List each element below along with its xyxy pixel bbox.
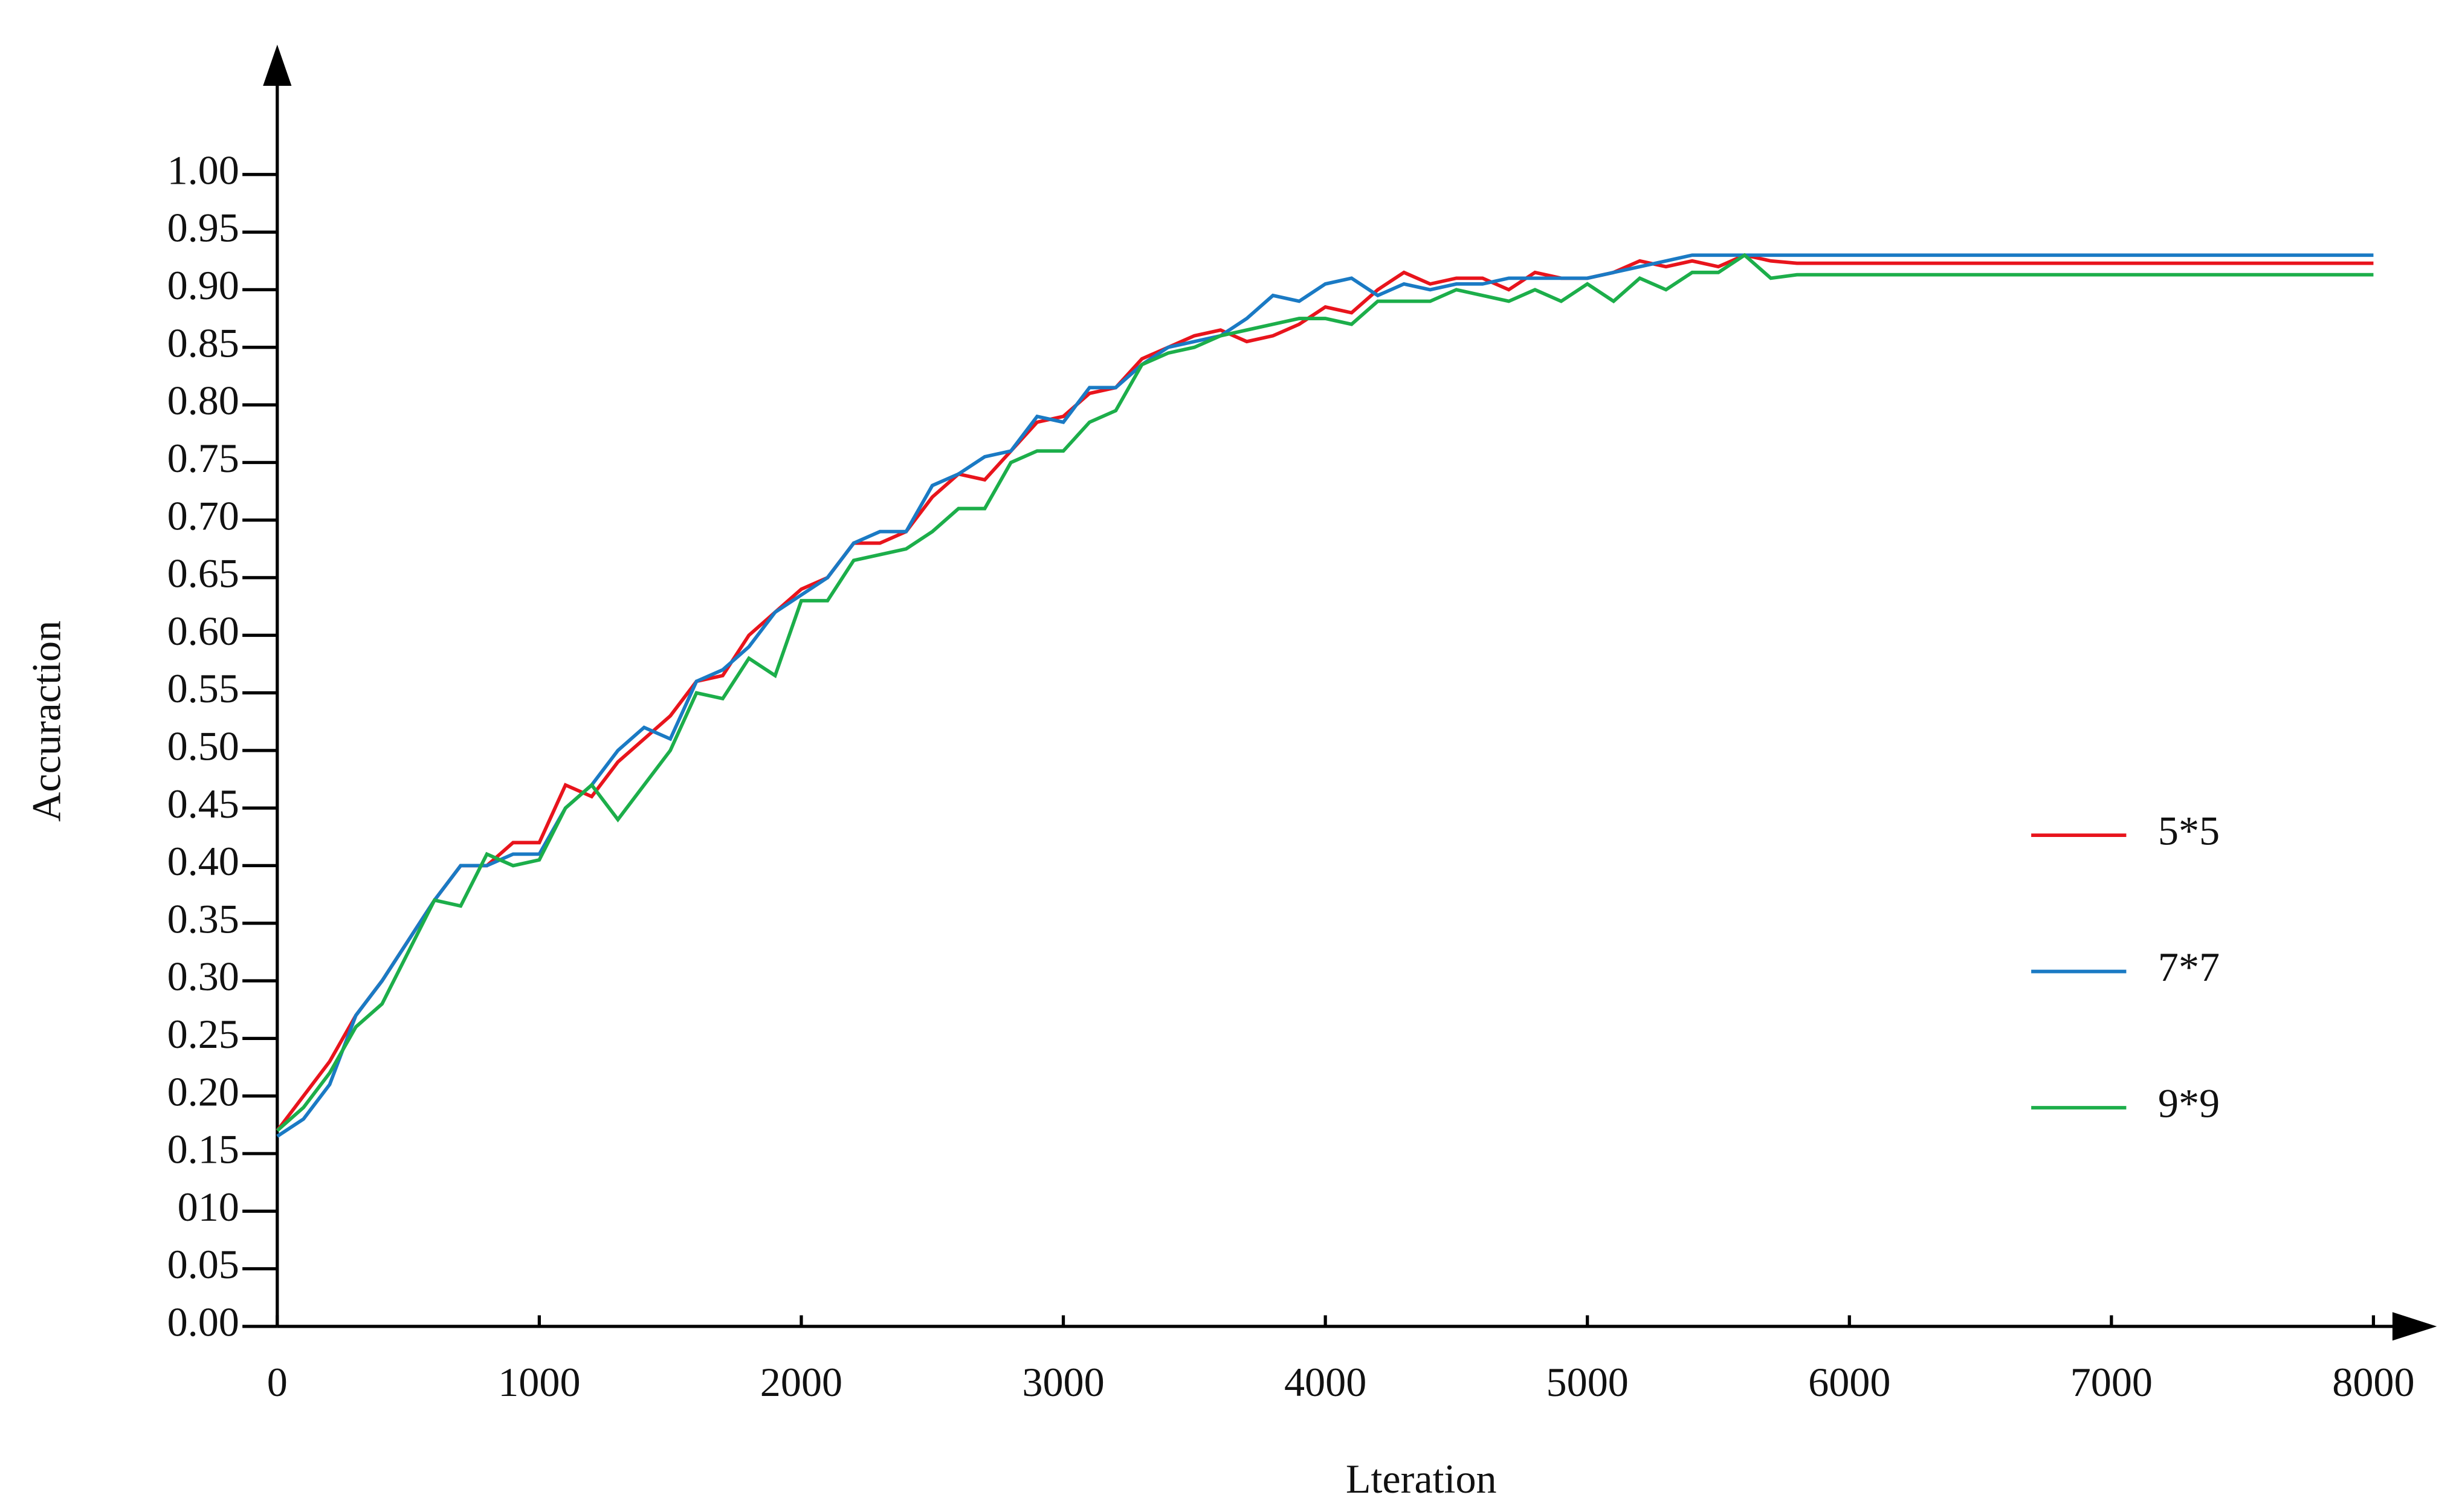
y-tick-label: 0.45 <box>167 781 239 827</box>
y-tick-label: 0.70 <box>167 493 239 538</box>
y-tick-label: 0.80 <box>167 378 239 424</box>
x-tick-label: 6000 <box>1808 1359 1890 1405</box>
y-tick-label: 0.90 <box>167 262 239 308</box>
x-axis-arrow <box>2392 1312 2437 1341</box>
y-tick-label: 0.85 <box>167 320 239 366</box>
y-axis-arrow <box>263 44 292 86</box>
y-tick-label: 0.00 <box>167 1299 239 1345</box>
series-line <box>276 253 2374 1132</box>
y-tick-label: 010 <box>178 1184 239 1230</box>
legend-label: 5*5 <box>2158 808 2220 854</box>
y-tick-label: 0.65 <box>167 551 239 596</box>
y-tick-label: 1.00 <box>167 147 239 193</box>
x-tick-label: 7000 <box>2070 1359 2153 1405</box>
legend-label: 9*9 <box>2158 1081 2220 1126</box>
x-tick-label: 8000 <box>2332 1359 2414 1405</box>
x-tick-label: 5000 <box>1546 1359 1629 1405</box>
y-tick-label: 0.20 <box>167 1068 239 1114</box>
x-tick-label: 2000 <box>760 1359 842 1405</box>
y-tick-label: 0.40 <box>167 838 239 884</box>
legend-label: 7*7 <box>2158 944 2220 990</box>
x-tick-label: 1000 <box>498 1359 580 1405</box>
y-tick-label: 0.60 <box>167 608 239 654</box>
y-tick-label: 0.35 <box>167 896 239 942</box>
y-tick-label: 0.05 <box>167 1241 239 1287</box>
y-tick-label: 0.55 <box>167 665 239 711</box>
y-tick-label: 0.50 <box>167 723 239 769</box>
y-tick-label: 0.75 <box>167 435 239 481</box>
y-tick-label: 0.95 <box>167 205 239 251</box>
x-tick-label: 0 <box>267 1359 288 1405</box>
x-tick-label: 3000 <box>1022 1359 1104 1405</box>
series-line <box>276 253 2374 1132</box>
x-tick-label: 4000 <box>1284 1359 1366 1405</box>
x-axis-title: Lteration <box>1346 1456 1497 1502</box>
y-axis-title: Accuraction <box>24 621 69 822</box>
y-tick-label: 0.30 <box>167 954 239 1000</box>
y-tick-label: 0.15 <box>167 1126 239 1172</box>
series-line <box>276 253 2374 1138</box>
y-tick-label: 0.25 <box>167 1011 239 1057</box>
